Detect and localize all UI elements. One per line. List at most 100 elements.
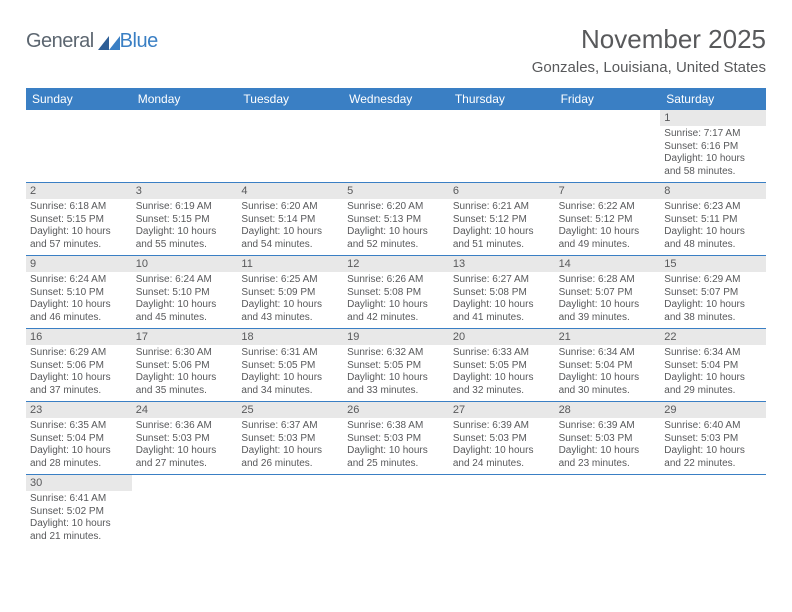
day-detail-line: and 28 minutes.	[30, 458, 128, 471]
day-detail-line: Sunset: 5:12 PM	[453, 214, 551, 227]
day-detail-line: and 52 minutes.	[347, 239, 445, 252]
location-text: Gonzales, Louisiana, United States	[532, 59, 766, 76]
day-cell: 30Sunrise: 6:41 AMSunset: 5:02 PMDayligh…	[26, 475, 132, 547]
day-detail-line: and 32 minutes.	[453, 385, 551, 398]
empty-cell	[449, 110, 555, 182]
day-detail-line: Sunrise: 6:31 AM	[241, 347, 339, 360]
day-header-fri: Friday	[555, 88, 661, 110]
day-cell: 22Sunrise: 6:34 AMSunset: 5:04 PMDayligh…	[660, 329, 766, 401]
day-detail-line: and 38 minutes.	[664, 312, 762, 325]
day-detail-line: Sunrise: 6:39 AM	[559, 420, 657, 433]
day-detail-line: Sunrise: 6:21 AM	[453, 201, 551, 214]
day-detail-line: Sunrise: 6:26 AM	[347, 274, 445, 287]
day-detail-line: Sunrise: 6:39 AM	[453, 420, 551, 433]
day-detail-line: and 23 minutes.	[559, 458, 657, 471]
month-title: November 2025	[532, 24, 766, 55]
day-number: 29	[660, 402, 766, 418]
empty-cell	[132, 110, 238, 182]
day-cell: 29Sunrise: 6:40 AMSunset: 5:03 PMDayligh…	[660, 402, 766, 474]
day-detail-line: and 42 minutes.	[347, 312, 445, 325]
day-number: 25	[237, 402, 343, 418]
day-detail-line: Sunset: 5:03 PM	[453, 433, 551, 446]
logo-text-blue: Blue	[120, 30, 158, 53]
day-header-sat: Saturday	[660, 88, 766, 110]
day-number: 30	[26, 475, 132, 491]
day-number: 20	[449, 329, 555, 345]
day-number: 15	[660, 256, 766, 272]
day-detail-line: Sunrise: 6:22 AM	[559, 201, 657, 214]
day-detail-line: Daylight: 10 hours	[559, 372, 657, 385]
day-detail-line: Daylight: 10 hours	[241, 445, 339, 458]
day-cell: 12Sunrise: 6:26 AMSunset: 5:08 PMDayligh…	[343, 256, 449, 328]
flag-icon	[98, 36, 120, 50]
day-detail-line: Daylight: 10 hours	[136, 226, 234, 239]
day-detail-line: Daylight: 10 hours	[347, 226, 445, 239]
day-detail-line: and 27 minutes.	[136, 458, 234, 471]
day-detail-line: Daylight: 10 hours	[30, 372, 128, 385]
day-detail-line: Daylight: 10 hours	[347, 445, 445, 458]
day-detail-line: Sunset: 5:12 PM	[559, 214, 657, 227]
day-detail-line: and 37 minutes.	[30, 385, 128, 398]
day-cell: 27Sunrise: 6:39 AMSunset: 5:03 PMDayligh…	[449, 402, 555, 474]
day-detail-line: Sunset: 5:07 PM	[559, 287, 657, 300]
day-number: 27	[449, 402, 555, 418]
day-detail-line: and 45 minutes.	[136, 312, 234, 325]
day-detail-line: Sunset: 5:03 PM	[136, 433, 234, 446]
week-row: 23Sunrise: 6:35 AMSunset: 5:04 PMDayligh…	[26, 402, 766, 475]
weeks-container: 1Sunrise: 7:17 AMSunset: 6:16 PMDaylight…	[26, 110, 766, 547]
day-detail-line: and 58 minutes.	[664, 166, 762, 179]
day-detail-line: and 46 minutes.	[30, 312, 128, 325]
day-detail-line: Sunset: 5:03 PM	[559, 433, 657, 446]
logo: General Blue	[26, 30, 158, 53]
day-detail-line: Daylight: 10 hours	[136, 299, 234, 312]
day-cell: 20Sunrise: 6:33 AMSunset: 5:05 PMDayligh…	[449, 329, 555, 401]
day-cell: 10Sunrise: 6:24 AMSunset: 5:10 PMDayligh…	[132, 256, 238, 328]
day-detail-line: Sunrise: 6:18 AM	[30, 201, 128, 214]
header: General Blue November 2025 Gonzales, Lou…	[26, 24, 766, 76]
day-detail-line: and 55 minutes.	[136, 239, 234, 252]
day-number: 6	[449, 183, 555, 199]
day-detail-line: Sunrise: 6:41 AM	[30, 493, 128, 506]
week-row: 2Sunrise: 6:18 AMSunset: 5:15 PMDaylight…	[26, 183, 766, 256]
day-detail-line: and 49 minutes.	[559, 239, 657, 252]
day-detail-line: and 30 minutes.	[559, 385, 657, 398]
day-number: 1	[660, 110, 766, 126]
day-detail-line: Sunrise: 6:32 AM	[347, 347, 445, 360]
day-detail-line: Sunrise: 7:17 AM	[664, 128, 762, 141]
day-detail-line: Daylight: 10 hours	[664, 299, 762, 312]
day-cell: 26Sunrise: 6:38 AMSunset: 5:03 PMDayligh…	[343, 402, 449, 474]
day-detail-line: Sunset: 5:06 PM	[30, 360, 128, 373]
day-cell: 5Sunrise: 6:20 AMSunset: 5:13 PMDaylight…	[343, 183, 449, 255]
day-number: 13	[449, 256, 555, 272]
day-detail-line: and 25 minutes.	[347, 458, 445, 471]
day-detail-line: Daylight: 10 hours	[136, 372, 234, 385]
day-header-sun: Sunday	[26, 88, 132, 110]
day-detail-line: Sunset: 5:08 PM	[453, 287, 551, 300]
day-detail-line: Sunset: 5:15 PM	[136, 214, 234, 227]
day-detail-line: Daylight: 10 hours	[30, 226, 128, 239]
day-number: 26	[343, 402, 449, 418]
day-cell: 7Sunrise: 6:22 AMSunset: 5:12 PMDaylight…	[555, 183, 661, 255]
day-number: 3	[132, 183, 238, 199]
day-number: 7	[555, 183, 661, 199]
week-row: 16Sunrise: 6:29 AMSunset: 5:06 PMDayligh…	[26, 329, 766, 402]
day-detail-line: Sunset: 5:10 PM	[30, 287, 128, 300]
day-detail-line: Sunset: 5:03 PM	[664, 433, 762, 446]
logo-text-general: General	[26, 30, 94, 53]
day-detail-line: and 24 minutes.	[453, 458, 551, 471]
day-detail-line: Sunset: 5:03 PM	[241, 433, 339, 446]
day-cell: 9Sunrise: 6:24 AMSunset: 5:10 PMDaylight…	[26, 256, 132, 328]
day-cell: 8Sunrise: 6:23 AMSunset: 5:11 PMDaylight…	[660, 183, 766, 255]
empty-cell	[343, 475, 449, 547]
day-detail-line: and 26 minutes.	[241, 458, 339, 471]
day-detail-line: Daylight: 10 hours	[453, 299, 551, 312]
day-detail-line: and 51 minutes.	[453, 239, 551, 252]
day-detail-line: and 33 minutes.	[347, 385, 445, 398]
day-detail-line: Sunrise: 6:20 AM	[241, 201, 339, 214]
day-detail-line: Sunset: 5:14 PM	[241, 214, 339, 227]
empty-cell	[555, 475, 661, 547]
day-number: 12	[343, 256, 449, 272]
week-row: 30Sunrise: 6:41 AMSunset: 5:02 PMDayligh…	[26, 475, 766, 547]
day-cell: 17Sunrise: 6:30 AMSunset: 5:06 PMDayligh…	[132, 329, 238, 401]
day-cell: 24Sunrise: 6:36 AMSunset: 5:03 PMDayligh…	[132, 402, 238, 474]
